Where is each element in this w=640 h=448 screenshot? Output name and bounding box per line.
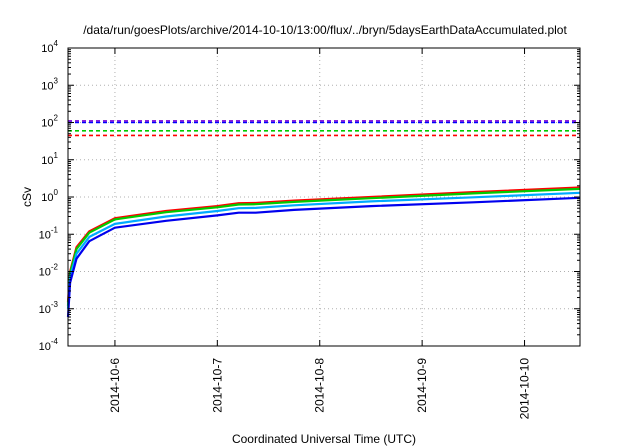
series-line	[66, 191, 581, 309]
y-tick-label: 102	[41, 114, 58, 130]
y-tick-label: 10-1	[39, 225, 59, 241]
x-tick-label: 2014-10-7	[210, 358, 224, 413]
series-line	[66, 187, 581, 306]
series-line	[66, 196, 581, 318]
y-tick-label: 10-2	[39, 263, 59, 279]
y-tick-label: 101	[41, 151, 58, 167]
y-tick-label: 100	[41, 188, 58, 204]
x-tick-label: 2014-10-9	[415, 358, 429, 413]
x-axis-label: Coordinated Universal Time (UTC)	[232, 432, 416, 446]
y-axis: 10-4 10-3 10-2 10-1 100 101 102 103 104	[39, 39, 580, 353]
y-tick-label: 104	[41, 39, 58, 55]
y-tick-label: 10-3	[39, 300, 59, 316]
y-tick-label: 103	[41, 76, 58, 92]
x-tick-label: 2014-10-6	[108, 358, 122, 413]
threshold-lines	[68, 120, 580, 137]
x-tick-label: 2014-10-10	[518, 358, 532, 420]
plot-lines	[66, 186, 581, 318]
x-axis: 2014-10-6 2014-10-7 2014-10-8 2014-10-9 2014…	[108, 48, 532, 419]
y-tick-label: 10-4	[39, 337, 59, 353]
y-axis-label: cSv	[20, 187, 34, 207]
series-line	[66, 186, 581, 303]
chart-title: /data/run/goesPlots/archive/2014-10-10/1…	[83, 23, 567, 37]
x-tick-label: 2014-10-8	[313, 358, 327, 413]
